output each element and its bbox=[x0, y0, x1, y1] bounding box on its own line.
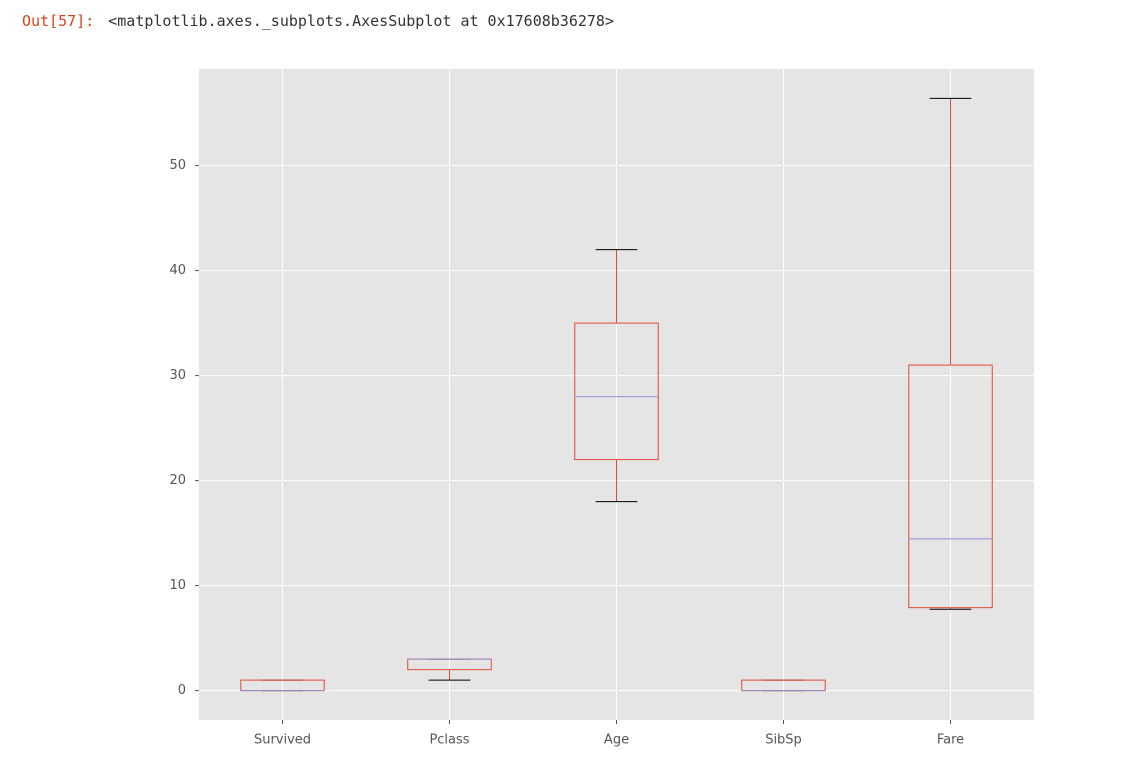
box bbox=[908, 364, 993, 609]
y-tick-label: 40 bbox=[169, 263, 186, 278]
x-tick-label: Survived bbox=[254, 733, 311, 748]
output-text: <matplotlib.axes._subplots.AxesSubplot a… bbox=[108, 12, 614, 30]
x-tick-label: SibSp bbox=[765, 733, 802, 748]
y-tick-label: 20 bbox=[169, 473, 186, 488]
y-tick-label: 30 bbox=[169, 368, 186, 383]
output-prompt: Out[57]: bbox=[22, 12, 95, 30]
output-header: Out[57]: <matplotlib.axes._subplots.AxesS… bbox=[22, 12, 614, 30]
x-tick-label: Age bbox=[604, 733, 629, 748]
y-tick-label: 10 bbox=[169, 578, 186, 593]
x-tick-label: Pclass bbox=[429, 733, 469, 748]
y-tick-label: 50 bbox=[169, 158, 186, 173]
x-tick-label: Fare bbox=[937, 733, 964, 748]
box bbox=[574, 322, 659, 461]
y-tick-label: 0 bbox=[178, 683, 186, 698]
